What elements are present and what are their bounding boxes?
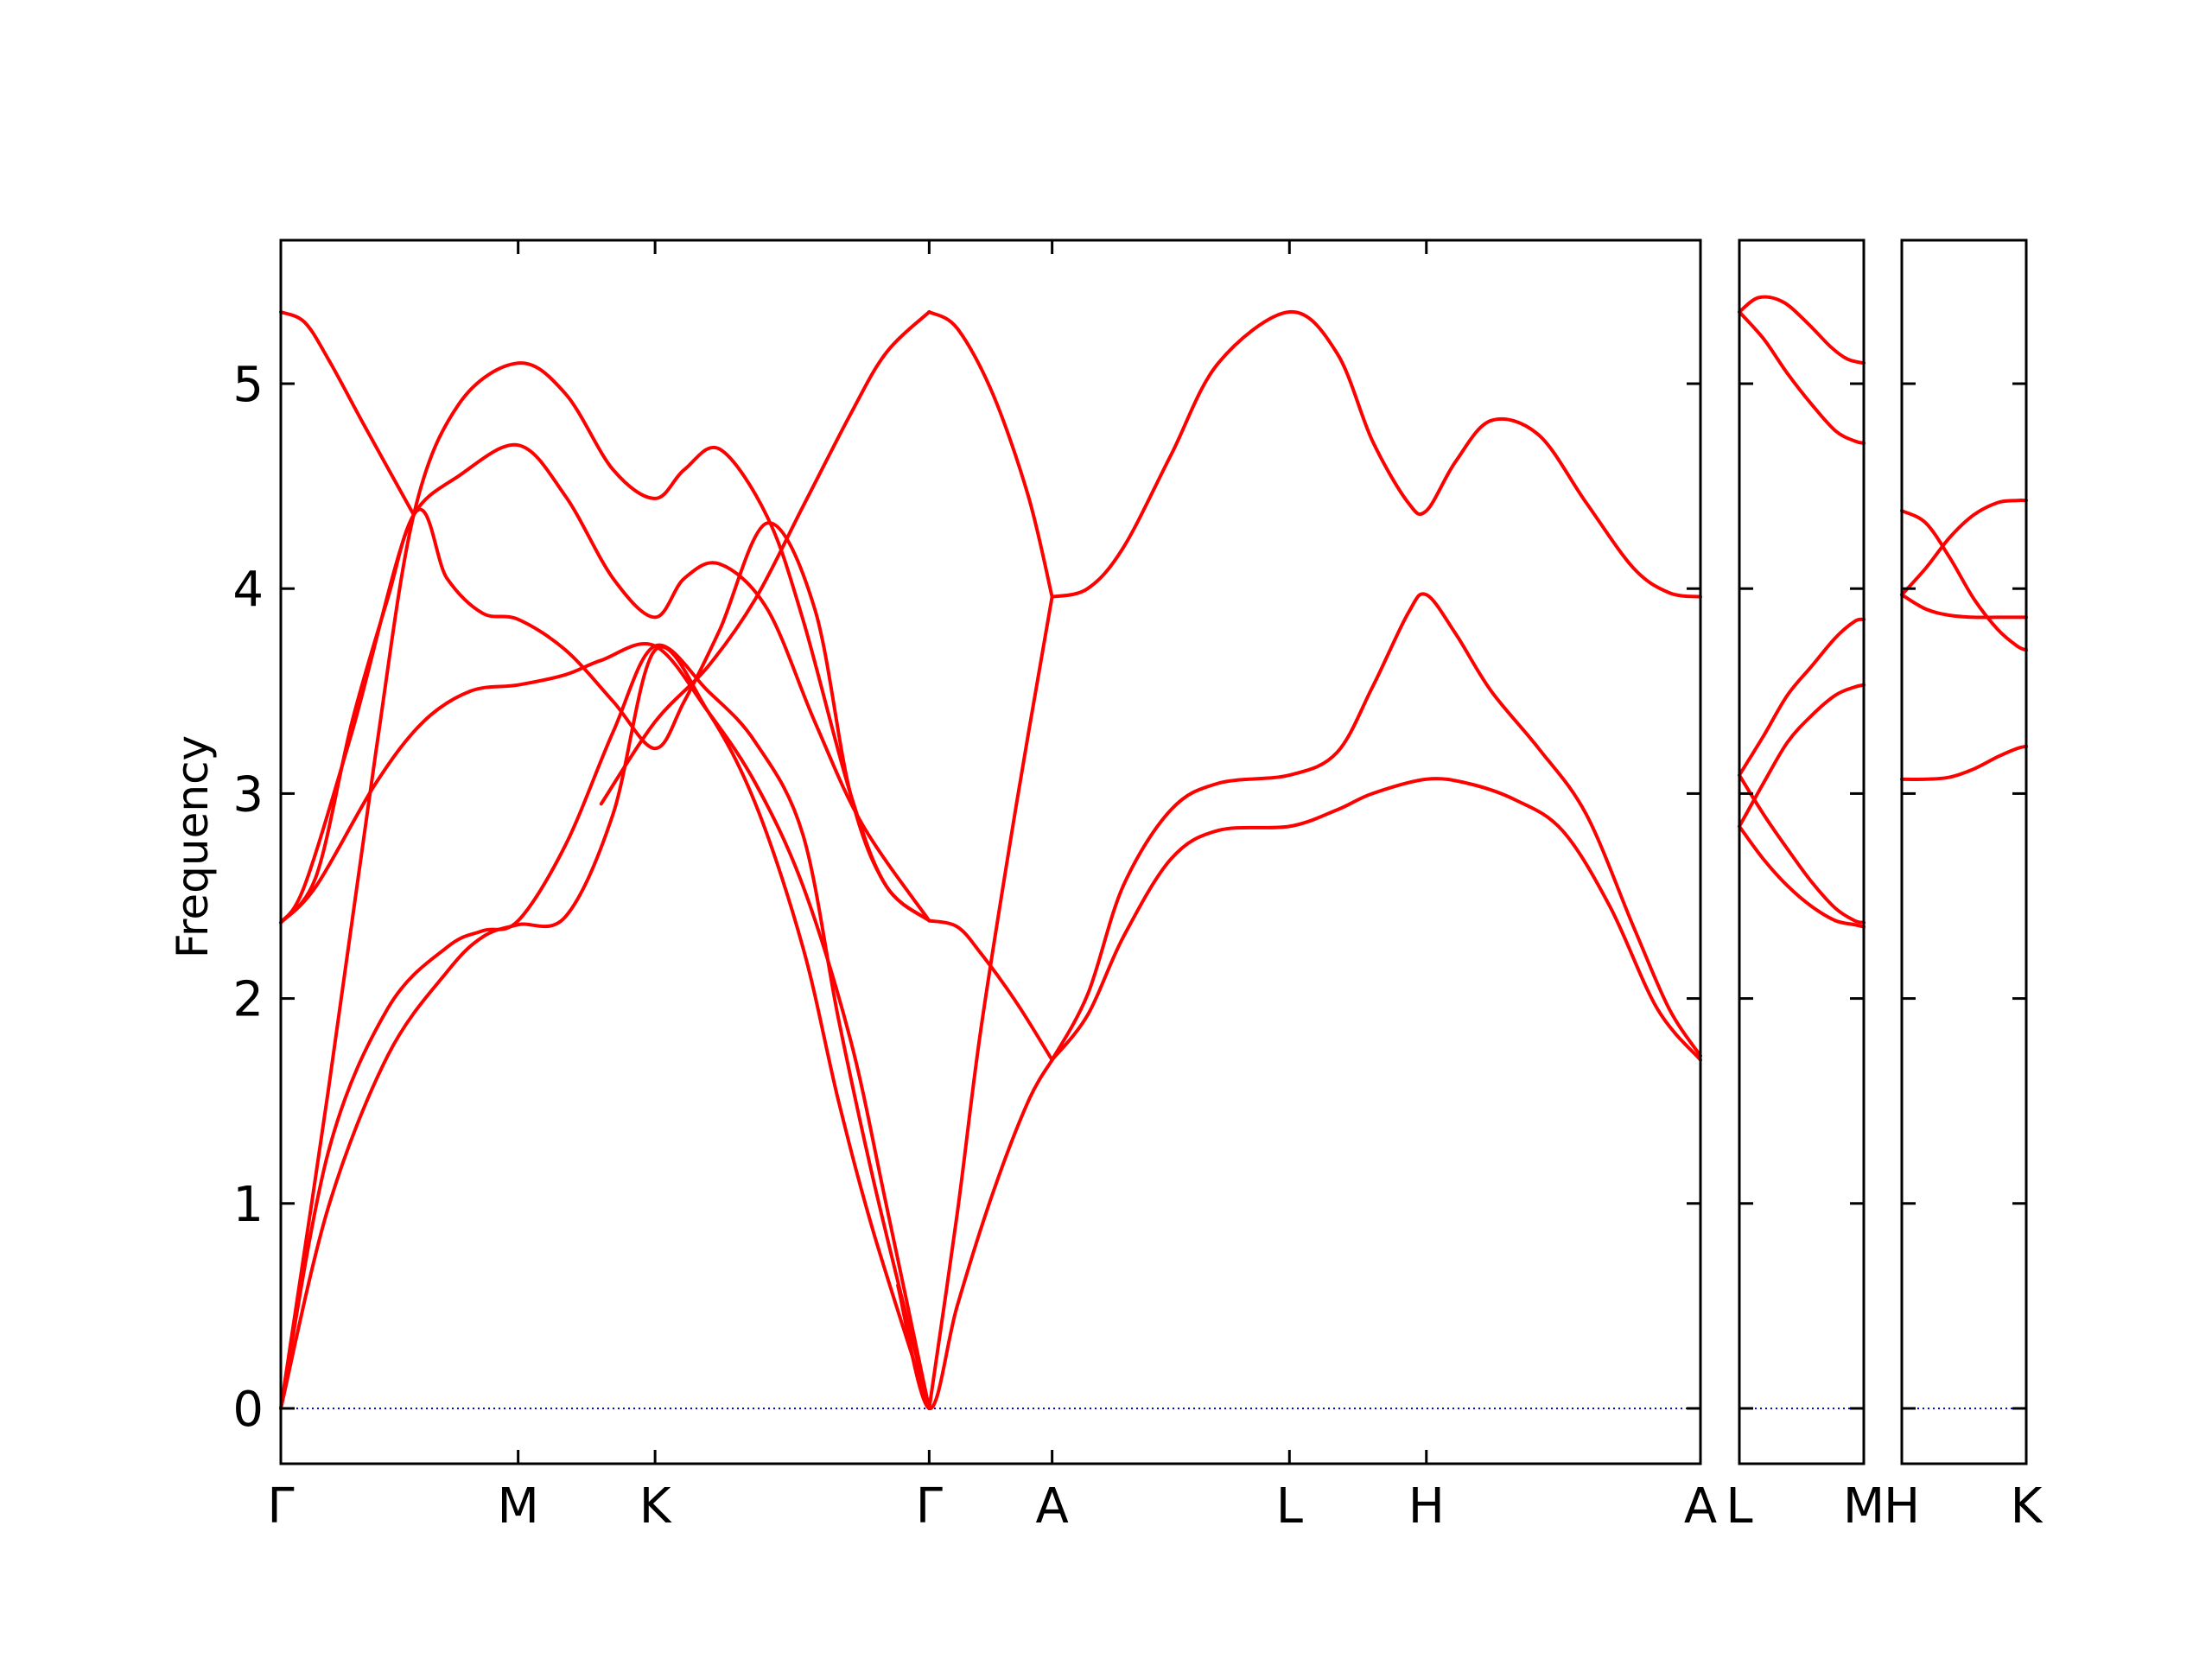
band-line-panel-1-8 [599, 310, 931, 806]
y-tick-label: 2 [232, 972, 264, 1028]
series-layer [279, 295, 2028, 1410]
ticks [279, 240, 2028, 1464]
band-line-panel-1-12 [927, 918, 1054, 1062]
band-line-panel-1-6 [279, 442, 931, 925]
panel-frame-1 [279, 238, 1702, 1465]
x-tick-label: L [1726, 1478, 1752, 1535]
y-tick-label: 1 [232, 1177, 264, 1233]
band-line-panel-1-14 [1050, 592, 1702, 1062]
band-line-panel-1-11 [927, 594, 1054, 1410]
x-tick-label: K [2011, 1478, 2044, 1535]
y-tick-label: 3 [232, 766, 264, 823]
x-tick-label: L [1276, 1478, 1303, 1535]
band-line-panel-3-3 [1900, 509, 2028, 652]
x-tick-label: A [1035, 1478, 1068, 1535]
band-line-panel-1-13 [1050, 309, 1702, 599]
x-tick-label: Γ [916, 1478, 943, 1535]
band-line-panel-1-3 [279, 642, 931, 1410]
y-tick-label: 4 [232, 562, 264, 618]
x-tick-label: K [639, 1478, 672, 1535]
band-line-panel-2-5 [1738, 773, 1866, 925]
panel-frame-3 [1900, 238, 2028, 1465]
band-line-panel-1-9 [927, 310, 1054, 599]
band-line-panel-3-1 [1900, 744, 2028, 781]
y-axis-label: Frequency [168, 735, 218, 958]
band-line-panel-1-10 [896, 1058, 1054, 1410]
y-tick-label: 0 [232, 1382, 264, 1438]
y-tick-label: 5 [232, 357, 264, 413]
x-tick-label: H [1884, 1478, 1920, 1535]
band-line-panel-1-4 [279, 507, 931, 925]
band-line-panel-3-4 [1900, 499, 2028, 597]
x-tick-label: Γ [267, 1478, 294, 1535]
band-line-panel-1-5 [279, 361, 931, 1410]
band-line-panel-2-4 [1738, 683, 1866, 829]
band-line-panel-2-1 [1738, 295, 1866, 365]
band-line-panel-2-3 [1738, 617, 1866, 778]
band-line-panel-1-7 [279, 310, 416, 517]
band-line-panel-3-2 [1900, 593, 2028, 620]
band-line-panel-2-2 [1738, 310, 1866, 445]
band-line-panel-1-2 [279, 643, 931, 1410]
band-line-panel-2-6 [1738, 824, 1866, 929]
x-tick-label: A [1684, 1478, 1717, 1535]
x-tick-label: M [497, 1478, 538, 1535]
x-tick-label: M [1843, 1478, 1885, 1535]
panel-frames [279, 238, 2028, 1465]
band-line-panel-1-15 [1050, 777, 1702, 1062]
x-tick-label: H [1408, 1478, 1445, 1535]
panel-frame-2 [1738, 238, 1866, 1465]
